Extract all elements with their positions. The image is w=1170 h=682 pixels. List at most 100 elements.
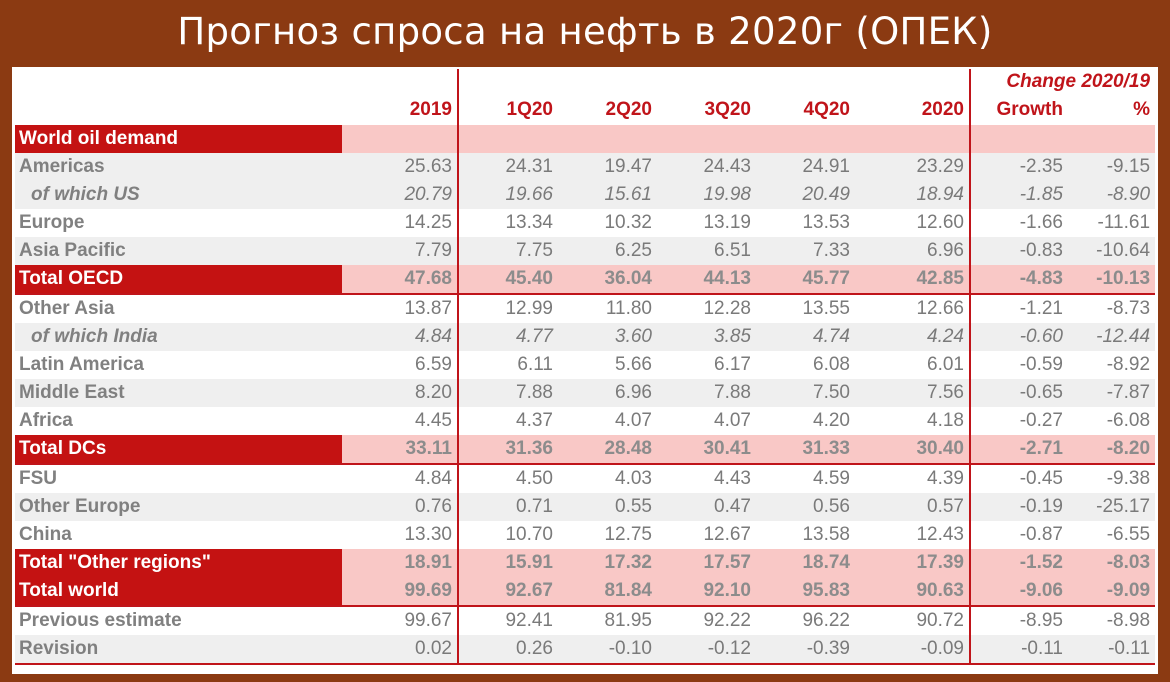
demand-table-panel: Change 2020/19 2019 1Q20 2Q20 3Q20 4Q20 … [12,67,1158,674]
value-cell: 81.84 [558,577,657,606]
value-cell: -8.73 [1068,293,1156,323]
value-cell: -7.87 [1068,379,1156,407]
value-cell: 0.02 [342,635,459,665]
value-cell: 18.91 [342,549,459,577]
value-cell: -25.17 [1068,493,1156,521]
col-header: % [1133,99,1151,120]
value-cell: -8.98 [1068,605,1156,635]
oil-demand-table: Change 2020/19 2019 1Q20 2Q20 3Q20 4Q20 … [15,69,1156,665]
value-cell: 7.75 [458,237,558,265]
value-cell: -6.08 [1106,410,1151,431]
table-row: China 13.30 10.70 12.75 12.67 13.58 12.43 -0.87… [15,521,1155,549]
value-cell: -8.03 [1068,549,1156,577]
value-cell: 6.96 [855,237,971,265]
change-header: Change 2020/19 [1006,71,1151,92]
value-cell: 3.85 [657,323,756,351]
row-label: Revision [15,635,342,665]
value-cell: -0.60 [970,323,1068,351]
value-cell: 13.19 [703,212,751,233]
value-cell: 19.66 [458,181,558,209]
value-cell: 15.61 [558,181,657,209]
value-cell: 92.10 [657,577,756,606]
row-label: Asia Pacific [15,237,342,265]
value-cell: -9.38 [1068,463,1156,493]
col-header: 4Q20 [803,99,850,120]
value-cell: -0.12 [657,635,756,665]
value-cell: -1.66 [1019,212,1063,233]
value-cell: -0.59 [1019,354,1063,375]
value-cell: 4.39 [855,463,971,493]
value-cell: 7.33 [756,237,855,265]
value-cell: 96.22 [756,605,855,635]
value-cell: 4.18 [855,407,971,435]
row-label: Americas [15,153,342,181]
value-cell: 7.56 [855,379,971,407]
row-label: of which US [15,181,342,209]
table-row: Other Asia 13.87 12.99 11.80 12.28 13.55 12.66… [15,293,1156,323]
value-cell: 0.56 [756,493,855,521]
value-cell: 10.32 [604,212,652,233]
value-cell: 5.66 [615,354,652,375]
value-cell: 81.95 [558,605,657,635]
value-cell: 6.59 [342,351,459,379]
value-cell: 14.25 [342,209,459,237]
value-cell: -0.45 [970,463,1068,493]
value-cell: 6.08 [813,354,850,375]
row-label: Middle East [15,379,342,407]
value-cell: 4.03 [558,463,657,493]
value-cell: 99.67 [342,605,459,635]
value-cell: -0.10 [558,635,657,665]
value-cell: 13.87 [342,293,459,323]
value-cell: 19.47 [558,153,657,181]
value-cell: 7.88 [458,379,558,407]
value-cell: 92.22 [657,605,756,635]
value-cell: 17.32 [558,549,657,577]
value-cell: 45.77 [756,265,855,294]
value-cell: 17.39 [855,549,971,577]
value-cell: 0.71 [458,493,558,521]
value-cell: 36.04 [558,265,657,294]
value-cell: 10.70 [505,524,553,545]
value-cell: 31.36 [458,435,558,464]
value-cell: -0.09 [855,635,971,665]
value-cell: -0.39 [756,635,855,665]
value-cell: 20.49 [756,181,855,209]
value-cell: -1.21 [970,293,1068,323]
value-cell: 45.40 [458,265,558,294]
value-cell: -0.19 [970,493,1068,521]
value-cell: 6.11 [517,354,553,375]
value-cell: 13.55 [756,293,855,323]
table-row: Total "Other regions" 18.91 15.91 17.32 17.5… [15,549,1156,577]
value-cell: 4.20 [813,410,850,431]
value-cell: 42.85 [855,265,971,294]
header-row-columns: 2019 1Q20 2Q20 3Q20 4Q20 2020 Growth % [15,95,1155,125]
table-row: Americas 25.63 24.31 19.47 24.43 24.91 23.29 -2… [15,153,1156,181]
section-row: World oil demand [15,125,1156,153]
value-cell: -8.90 [1068,181,1156,209]
value-cell: 4.24 [855,323,971,351]
value-cell: 4.74 [756,323,855,351]
value-cell: 24.43 [657,153,756,181]
table-row: of which US 20.79 19.66 15.61 19.98 20.49 18.9… [15,181,1156,209]
value-cell: -8.92 [1106,354,1151,375]
value-cell: 12.28 [657,293,756,323]
value-cell: 4.37 [516,410,553,431]
row-label: Total DCs [15,435,342,464]
value-cell: -8.20 [1068,435,1156,464]
table-row: Total DCs 33.11 31.36 28.48 30.41 31.33 30.40-… [15,435,1156,464]
table-row: Total world 99.69 92.67 81.84 92.10 95.83 90.6… [15,577,1156,606]
value-cell: -0.65 [970,379,1068,407]
value-cell: 7.50 [756,379,855,407]
value-cell: 4.45 [342,407,459,435]
value-cell: -0.11 [1068,635,1156,665]
value-cell: 30.40 [855,435,971,464]
value-cell: 13.58 [802,524,850,545]
table-row: Latin America 6.59 6.11 5.66 6.17 6.08 6.01 -0.… [15,351,1155,379]
value-cell: 6.25 [558,237,657,265]
value-cell: 28.48 [558,435,657,464]
value-cell: 13.53 [802,212,850,233]
table-row: Africa 4.45 4.37 4.07 4.07 4.20 4.18 -0.27 -6.08 [15,407,1155,435]
value-cell: -0.11 [970,635,1068,665]
value-cell: 4.50 [458,463,558,493]
value-cell: -9.15 [1068,153,1156,181]
